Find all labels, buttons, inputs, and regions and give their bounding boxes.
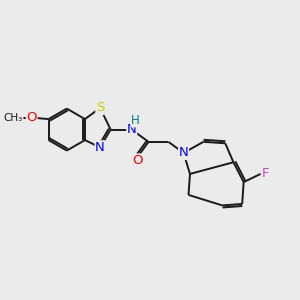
Text: H: H [131,114,140,127]
Text: F: F [262,167,270,180]
Text: N: N [95,141,105,154]
Text: CH₃: CH₃ [4,112,23,123]
Text: O: O [26,111,37,124]
Text: S: S [96,101,104,115]
Text: N: N [179,146,188,159]
Text: N: N [127,123,136,136]
Text: O: O [132,154,143,167]
